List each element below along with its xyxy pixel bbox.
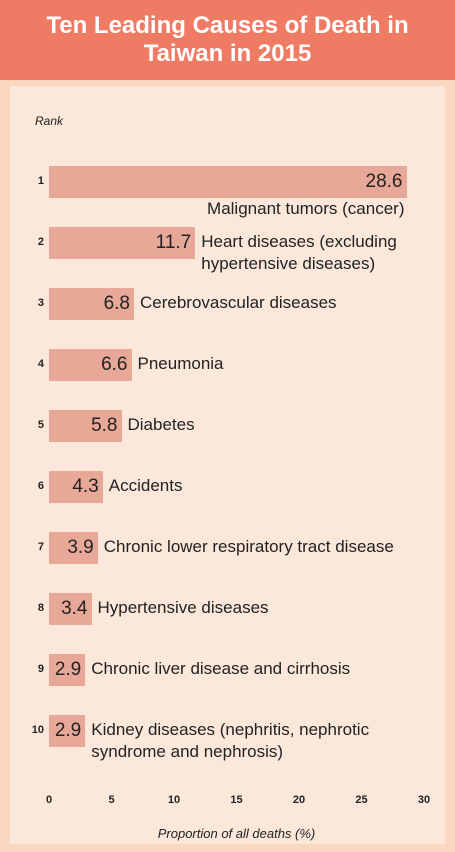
value-label: 3.9 — [67, 537, 94, 558]
value-label: 3.4 — [61, 598, 88, 619]
x-tick-label: 20 — [292, 794, 306, 806]
value-label: 2.9 — [54, 720, 82, 741]
category-label: Pneumonia — [137, 354, 224, 373]
value-label: 28.6 — [365, 171, 403, 192]
rank: 8 — [37, 602, 44, 614]
bar — [49, 349, 132, 381]
category-label: Diabetes — [127, 415, 195, 434]
rank: 5 — [37, 419, 44, 431]
title-band — [0, 0, 455, 80]
rank: 6 — [37, 480, 44, 492]
category-label: Heart diseases (excluding hypertensive d… — [201, 232, 397, 273]
category-label: Malignant tumors (cancer) — [207, 199, 405, 218]
bar — [49, 166, 407, 198]
bar — [49, 532, 98, 564]
bar — [49, 288, 134, 320]
rank: 4 — [37, 358, 44, 370]
bar — [49, 227, 196, 259]
x-tick-label: 5 — [108, 794, 115, 806]
rank: 3 — [37, 297, 44, 309]
rank: 9 — [37, 663, 44, 675]
value-label: 6.8 — [103, 293, 130, 314]
value-label: 11.7 — [155, 232, 192, 253]
chart-title: Ten Leading Causes of Death in Taiwan in… — [46, 12, 409, 67]
category-label: Chronic liver disease and cirrhosis — [91, 659, 351, 678]
rank: 1 — [37, 175, 44, 187]
category-label: Kidney diseases (nephritis, nephrotic sy… — [91, 720, 370, 761]
bar — [49, 471, 103, 503]
category-label: Chronic lower respiratory tract disease — [103, 537, 394, 556]
x-tick-label: 10 — [167, 794, 181, 806]
x-tick-label: 25 — [355, 794, 368, 806]
rank-label: Rank — [35, 114, 64, 128]
value-label: 2.9 — [54, 659, 82, 680]
rank: 7 — [37, 541, 44, 553]
bar — [49, 715, 86, 747]
x-tick-label: 15 — [230, 794, 243, 806]
bar — [49, 654, 86, 686]
x-tick-label: 0 — [45, 794, 53, 806]
rank: 10 — [31, 724, 44, 736]
rank: 2 — [37, 236, 44, 248]
bar — [49, 410, 122, 442]
value-label: 4.3 — [72, 476, 99, 497]
x-tick-label: 30 — [417, 794, 431, 806]
value-label: 5.8 — [91, 415, 118, 436]
bar — [49, 593, 92, 625]
value-label: 6.6 — [101, 354, 128, 375]
x-axis-label: Proportion of all deaths (%) — [157, 826, 316, 841]
category-label: Accidents — [108, 476, 183, 495]
category-label: Cerebrovascular diseases — [140, 293, 337, 312]
category-label: Hypertensive diseases — [97, 598, 269, 617]
